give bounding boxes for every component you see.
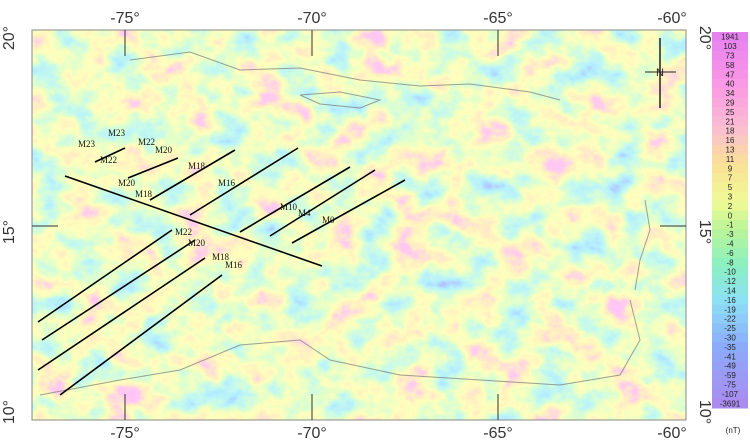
colorbar-label: 5	[728, 183, 733, 192]
colorbar-label: -19	[724, 305, 736, 314]
anomaly-label: M22	[175, 227, 192, 237]
bottom-axis-label: -75°	[110, 425, 140, 441]
left-axis-label: 20°	[1, 26, 18, 50]
colorbar-label: -3	[726, 230, 734, 239]
colorbar-label: 13	[726, 146, 735, 155]
colorbar-label: -107	[722, 390, 739, 399]
anomaly-label: M18	[188, 161, 206, 171]
colorbar-label: 25	[726, 108, 735, 117]
anomaly-label: M23	[108, 128, 126, 138]
colorbar-label: -4	[726, 240, 734, 249]
colorbar-label: -41	[724, 352, 736, 361]
anomaly-label: M16	[225, 260, 243, 270]
anomaly-label: M22	[100, 155, 117, 165]
right-axis-label: 15°	[696, 220, 713, 244]
anomaly-field	[32, 30, 686, 420]
colorbar-label: 21	[726, 117, 735, 126]
bottom-axis-label: -60°	[657, 425, 687, 441]
map-figure: M23 M23 M22 M20 M22 M18 M20 M18 M16 M10 …	[0, 0, 750, 441]
page: M23 M23 M22 M20 M22 M18 M20 M18 M16 M10 …	[0, 0, 750, 441]
top-axis-label: -60°	[657, 10, 687, 27]
colorbar-label: 47	[726, 70, 735, 79]
colorbar-label: -49	[724, 362, 736, 371]
colorbar-label: 34	[726, 89, 735, 98]
anomaly-label: M16	[218, 178, 236, 188]
anomaly-label: M20	[155, 145, 173, 155]
colorbar-label: -22	[724, 315, 736, 324]
colorbar-label: -12	[724, 277, 736, 286]
left-axis-label: 15°	[1, 220, 18, 244]
colorbar-label: 40	[726, 80, 735, 89]
anomaly-label: M20	[188, 238, 206, 248]
anomaly-label: M18	[135, 189, 153, 199]
anomaly-label: M23	[78, 139, 96, 149]
colorbar-label: 9	[728, 164, 733, 173]
colorbar-label: -10	[724, 268, 736, 277]
colorbar-label: -75	[724, 381, 736, 390]
anomaly-label: M10	[280, 202, 298, 212]
colorbar-label: 2	[728, 202, 733, 211]
colorbar-label: -8	[726, 258, 734, 267]
right-axis-label: 20°	[696, 26, 713, 50]
colorbar: 1941103735847403429252118161311975320-1-…	[712, 32, 748, 409]
anomaly-label: M22	[138, 137, 155, 147]
top-axis-label: -75°	[110, 10, 140, 27]
anomaly-label: M20	[118, 178, 136, 188]
colorbar-label: 103	[723, 42, 737, 51]
colorbar-label: -1	[726, 221, 734, 230]
colorbar-label: -30	[724, 334, 736, 343]
colorbar-label: 18	[726, 127, 735, 136]
left-axis-label: 10°	[1, 400, 18, 424]
top-axis-label: -65°	[483, 10, 513, 27]
colorbar-label: 3	[728, 193, 733, 202]
colorbar-label: 29	[726, 99, 735, 108]
colorbar-label: -16	[724, 296, 736, 305]
colorbar-label: 16	[726, 136, 735, 145]
compass-label: N	[656, 67, 664, 79]
colorbar-label: -6	[726, 249, 734, 258]
colorbar-label: 58	[726, 61, 735, 70]
colorbar-label: 7	[728, 174, 733, 183]
right-axis-label: 10°	[696, 400, 713, 424]
colorbar-unit: (nT)	[726, 426, 741, 435]
colorbar-label: -35	[724, 343, 736, 352]
colorbar-label: 11	[726, 155, 735, 164]
colorbar-label: -3691	[720, 399, 741, 408]
colorbar-label: 1941	[721, 33, 739, 42]
colorbar-label: -59	[724, 371, 736, 380]
colorbar-label: -25	[724, 324, 736, 333]
colorbar-label: 73	[726, 52, 735, 61]
anomaly-label: M4	[298, 208, 311, 218]
anomaly-label: M0	[322, 215, 335, 225]
colorbar-label: -14	[724, 287, 736, 296]
bottom-axis-label: -70°	[297, 425, 327, 441]
top-axis-label: -70°	[297, 10, 327, 27]
colorbar-label: 0	[728, 211, 733, 220]
bottom-axis-label: -65°	[483, 425, 513, 441]
